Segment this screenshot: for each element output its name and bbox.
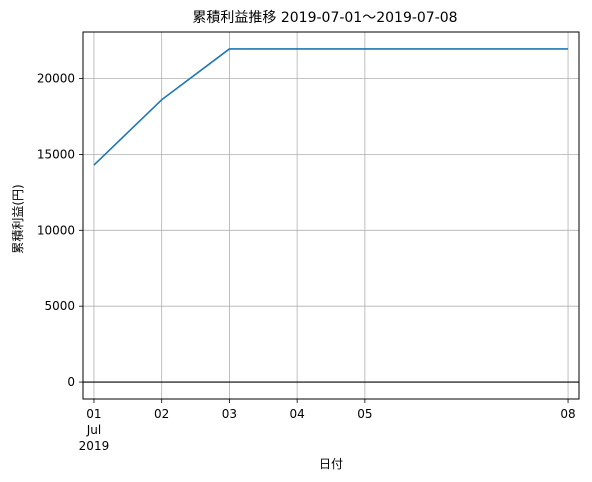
grid	[83, 32, 579, 399]
chart-title: 累積利益推移 2019-07-01〜2019-07-08	[192, 10, 457, 26]
y-tick-label: 15000	[37, 147, 75, 161]
x-tick-label: 02	[154, 407, 169, 421]
y-tick-label: 20000	[37, 72, 75, 86]
plot-area-frame	[82, 31, 580, 400]
y-tick-label: 10000	[37, 223, 75, 237]
x-tick-label: 03	[222, 407, 237, 421]
x-tick-sublabel-year: 2019	[79, 439, 110, 453]
y-axis-ticks: 0 5000 10000 15000 20000	[37, 72, 83, 389]
x-axis-label: 日付	[319, 457, 343, 471]
x-axis-ticks: 01 Jul 2019 02 03 04 05 08	[79, 399, 576, 453]
x-tick-label: 01	[86, 407, 101, 421]
x-tick-label: 04	[289, 407, 304, 421]
x-tick-label: 08	[560, 407, 575, 421]
y-axis-label: 累積利益(円)	[10, 184, 25, 253]
x-tick-sublabel-month: Jul	[86, 423, 101, 437]
series-lines	[93, 48, 569, 166]
y-tick-label: 5000	[44, 299, 75, 313]
x-tick-label: 05	[357, 407, 372, 421]
series-line	[93, 48, 569, 166]
y-tick-label: 0	[67, 375, 75, 389]
